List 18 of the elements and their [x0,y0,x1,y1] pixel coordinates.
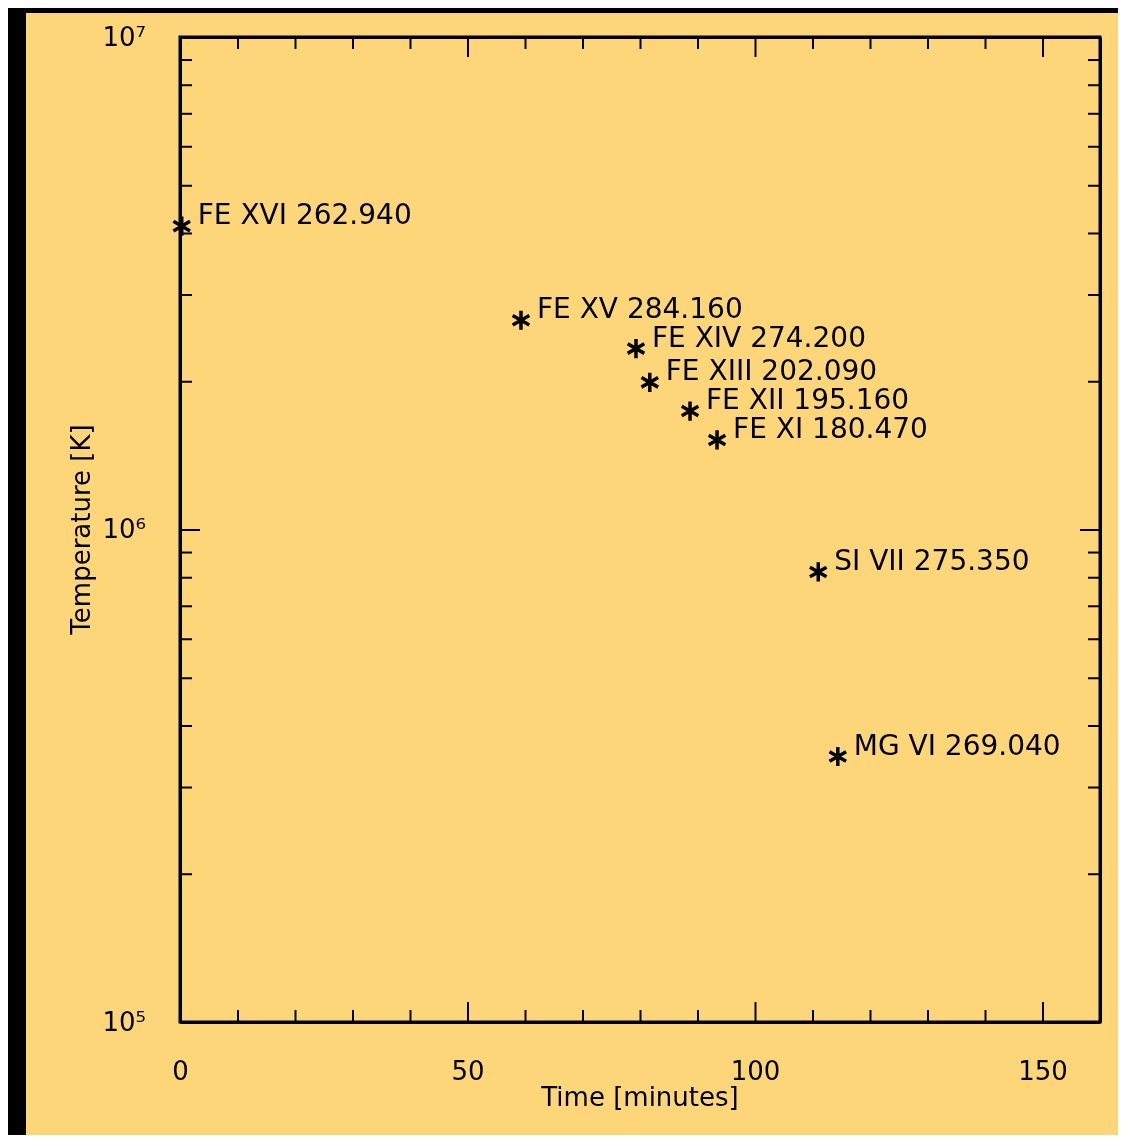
annotation: MG VI 269.040 [853,728,1061,762]
x-tick-label: 150 [1018,1056,1068,1087]
point [510,308,532,332]
point [706,428,728,452]
point [625,337,647,360]
point [639,370,660,394]
y-axis-title: Temperature [K] [66,424,96,636]
annotation: FE XVI 262.940 [197,198,412,232]
x-tick-label: 0 [172,1056,189,1087]
point [171,214,192,238]
x-tick-label: 50 [451,1056,485,1087]
point [827,745,848,768]
annotation: SI VII 275.350 [834,543,1030,577]
y-tick-label: 10⁷ [102,21,146,52]
y-tick-label: 10⁶ [102,514,146,545]
point [679,399,701,423]
y-tick-label: 10⁵ [102,1006,146,1037]
point [808,560,829,584]
